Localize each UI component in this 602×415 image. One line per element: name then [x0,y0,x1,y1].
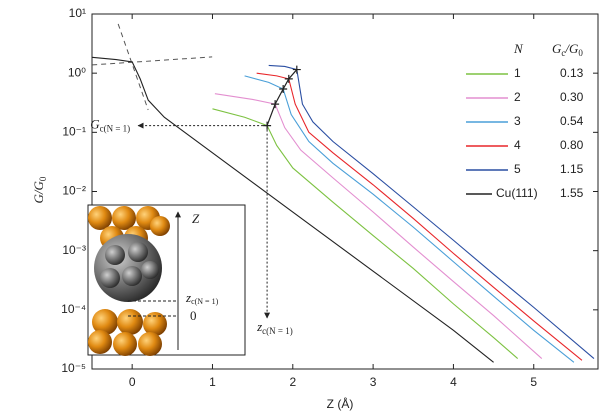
gc-marker [279,85,287,93]
y-tick-label: 10⁻⁴ [61,302,86,316]
x-tick-label: 1 [209,375,216,389]
gc-marker [271,100,279,108]
gc-annotation-sub: c(N = 1) [100,124,131,134]
legend-label: 5 [514,162,521,176]
legend-header: N [513,41,524,56]
x-tick-label: 0 [129,375,136,389]
y-axis-label: G/G0 [31,176,48,203]
y-tick-label: 10¹ [69,6,86,20]
chart: G/G0 Z (Å) 01234510⁻⁵10⁻⁴10⁻³10⁻²10⁻¹10⁰… [0,0,602,415]
legend-header: Gc/G0 [552,41,583,58]
legend-gc: 0.80 [560,138,584,152]
guide-line [118,24,148,110]
legend-header-part: /G [564,41,579,56]
legend-gc: 0.13 [560,66,584,80]
legend-label: 4 [514,138,521,152]
x-tick-label: 2 [289,375,296,389]
guide-line [92,57,212,65]
x-tick-label: 3 [370,375,377,389]
legend-gc: 0.54 [560,114,584,128]
inset-z-label: Z [192,211,200,226]
gc-annotation: Gc(N = 1) [90,117,130,134]
y-tick-label: 10⁻¹ [62,125,86,139]
y-tick-label: 10⁻⁵ [61,361,86,375]
molecule [94,234,162,302]
x-axis-label: Z (Å) [327,396,354,411]
zc-annotation-sub: c(N = 1) [262,326,293,336]
zc-annotation: zc(N = 1) [256,319,293,336]
inset-zero-label: 0 [190,308,197,323]
legend-gc: 1.55 [560,186,584,200]
y-label-main: G/G [31,180,46,203]
y-tick-label: 10⁻³ [62,243,86,257]
y-tick-label: 10⁻² [62,184,86,198]
inset: Z zc(N = 1) 0 [88,205,245,356]
series-line [215,94,542,359]
legend-gc: 1.15 [560,162,584,176]
x-tick-label: 5 [530,375,537,389]
series-line [245,76,574,362]
y-tick-label: 10⁰ [68,65,86,79]
legend-header-part: 0 [578,48,583,58]
legend-gc: 0.30 [560,90,584,104]
inset-zc-sub: c(N = 1) [191,297,219,306]
y-label-sub: 0 [38,176,48,181]
x-tick-label: 4 [450,375,457,389]
legend-label: 2 [514,90,521,104]
legend-label: 3 [514,114,521,128]
legend-label: Cu(111) [496,186,538,200]
legend-label: 1 [514,66,521,80]
series-line [257,73,582,360]
